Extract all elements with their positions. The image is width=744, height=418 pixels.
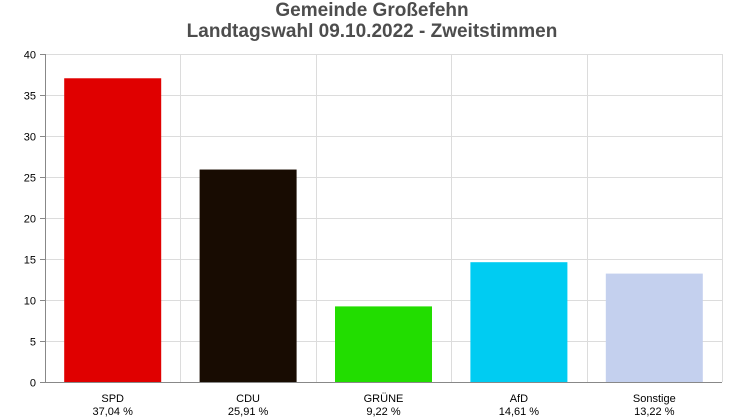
y-tick-labels: 0 5 10 15 20 25 30 35 40	[24, 50, 36, 390]
y-tick-label: 15	[24, 255, 36, 267]
x-tick-label: SPD	[101, 393, 124, 405]
y-tick-label: 20	[24, 214, 36, 226]
x-tick-label: Sonstige	[633, 393, 676, 405]
x-tick-label: AfD	[510, 393, 528, 405]
chart-title: Gemeinde Großefehn	[275, 0, 469, 21]
bar-sonstige	[605, 273, 703, 382]
bar-spd	[64, 78, 162, 382]
x-tick-label: CDU	[236, 393, 260, 405]
bar-grüne	[335, 306, 432, 382]
bars	[64, 78, 703, 382]
bar-afd	[470, 262, 568, 382]
y-tick-label: 40	[24, 50, 36, 62]
bar-value-label: 9,22 %	[366, 406, 400, 418]
x-tick-label: GRÜNE	[364, 393, 404, 405]
y-tick-label: 0	[30, 378, 36, 390]
bar-value-label: 25,91 %	[228, 406, 269, 418]
y-tick-label: 25	[24, 173, 36, 185]
bar-value-label: 13,22 %	[634, 406, 675, 418]
bar-value-label: 37,04 %	[93, 406, 134, 418]
y-tick-label: 35	[24, 91, 36, 103]
bar-cdu	[199, 169, 297, 382]
chart-subtitle: Landtagswahl 09.10.2022 - Zweitstimmen	[186, 21, 558, 42]
axes	[40, 54, 723, 383]
bar-value-label: 14,61 %	[499, 406, 540, 418]
y-tick-label: 5	[30, 337, 36, 349]
y-tick-label: 10	[24, 296, 36, 308]
y-tick-label: 30	[24, 132, 36, 144]
